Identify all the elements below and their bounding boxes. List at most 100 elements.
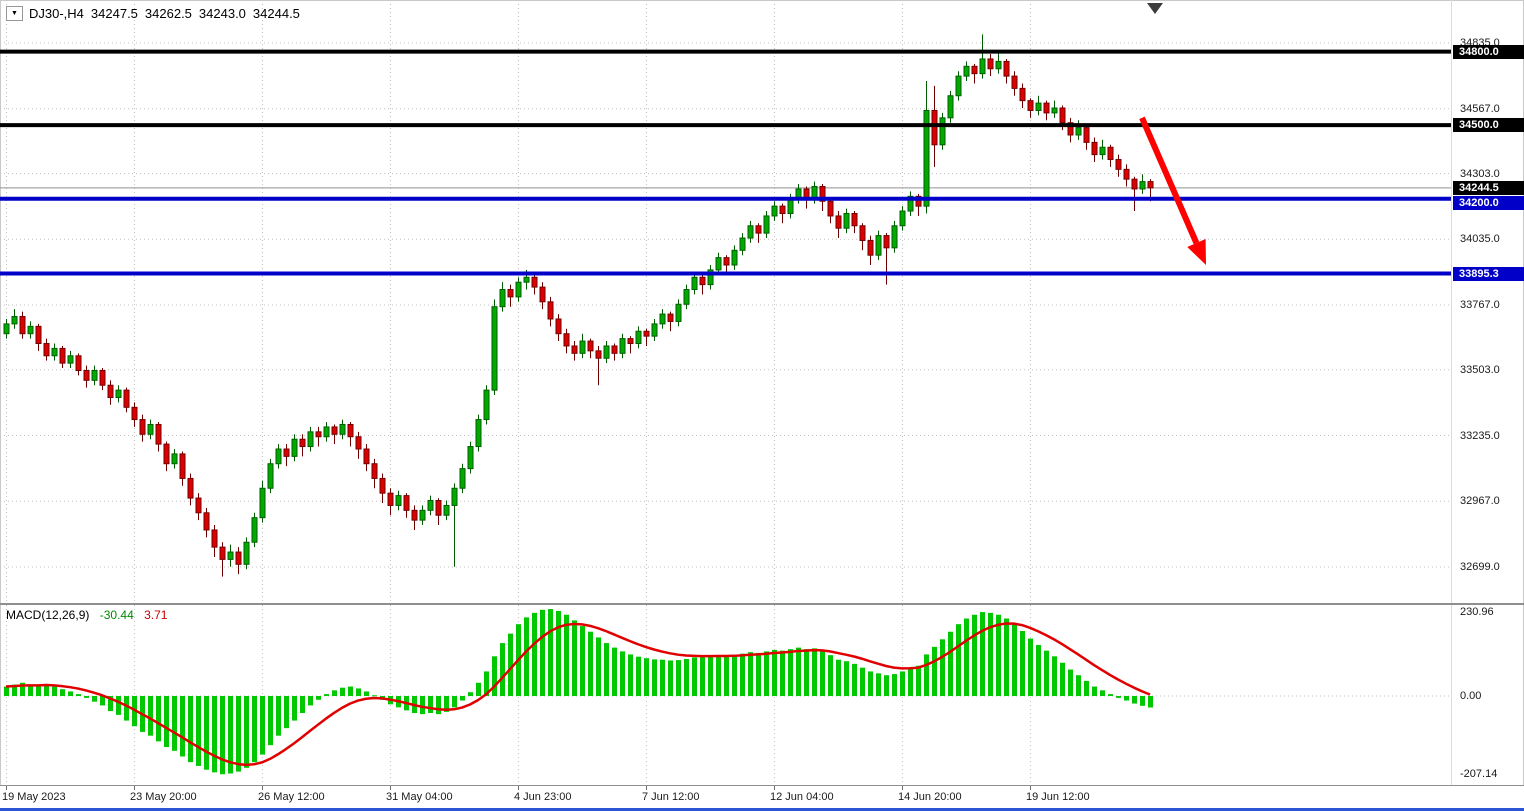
macd-histogram-bar [116,696,121,715]
macd-histogram-bar [308,696,313,706]
macd-histogram-bar [804,649,809,696]
candle-up [579,340,586,354]
candle-up [491,306,498,391]
candle-up [603,345,610,359]
macd-histogram-bar [4,686,9,696]
macd-histogram-bar [900,671,905,696]
trend-arrow-shaft[interactable] [1139,116,1200,245]
macd-main-value: -30.44 [99,608,134,622]
candle-down [219,546,226,560]
candle-down [411,509,418,521]
macd-histogram-bar [204,696,209,770]
macd-histogram-bar [292,696,297,721]
macd-histogram-bar [628,654,633,696]
macd-histogram-bar [332,690,337,696]
trend-arrow-head[interactable] [1187,239,1206,266]
candle-down [99,370,106,386]
time-tick [390,786,391,790]
candle-up [875,235,882,256]
candle-down [1083,127,1090,143]
candle-up [395,495,402,506]
dropdown-arrow-icon: ▼ [11,10,18,17]
time-tick [646,786,647,790]
candle-down [83,370,90,381]
candle-up [51,347,58,357]
macd-histogram-bar [476,682,481,696]
time-label: 23 May 20:00 [130,791,197,803]
candle-up [635,330,642,345]
candle-up [955,75,962,97]
macd-histogram-bar [1036,644,1041,696]
candle-down [331,426,338,435]
candle-down [1107,146,1114,161]
symbol-dropdown-button[interactable]: ▼ [6,6,23,21]
candle-up [947,95,954,119]
macd-histogram-bar [1052,656,1057,696]
price-tag-33895.3: 33895.3 [1453,266,1524,281]
candle-down [755,225,762,234]
candle-down [667,313,674,322]
candle-up [275,448,282,465]
macd-histogram-bar [436,696,441,715]
macd-canvas[interactable] [0,605,1451,785]
macd-histogram-bar [748,652,753,696]
macd-histogram-bar [76,694,81,696]
candle-down [851,212,858,227]
macd-histogram-bar [620,651,625,696]
candle-up [691,276,698,291]
candle-up [659,313,666,325]
candle-down [1091,141,1098,156]
candle-down [859,225,866,241]
macd-histogram-bar [684,658,689,696]
candle-up [731,249,738,266]
candle-up [267,463,274,489]
macd-histogram-bar [1140,696,1145,706]
candle-down [507,289,514,298]
candle-up [11,316,18,325]
candle-down [379,477,386,494]
candle-up [523,276,530,283]
time-tick [1030,786,1031,790]
candle-down [587,340,594,352]
chart-shift-marker-icon[interactable] [1146,2,1166,16]
macd-histogram-bar [1132,696,1137,704]
time-label: 12 Jun 04:00 [770,791,834,803]
price-tick-label: 33503.0 [1460,363,1500,376]
macd-histogram-bar [28,684,33,696]
candle-down [1059,107,1066,124]
macd-histogram-bar [260,696,265,755]
candle-down [539,286,546,303]
candle-down [19,316,26,335]
candle-down [299,438,306,448]
macd-histogram-bar [484,671,489,696]
macd-histogram-bar [1100,690,1105,696]
candle-down [915,195,922,207]
price-tick-label: 33767.0 [1460,299,1500,311]
candle-up [323,426,330,438]
macd-histogram-bar [940,639,945,696]
candle-down [315,431,322,438]
macd-histogram-bar [652,659,657,696]
macd-histogram-bar [508,633,513,696]
macd-histogram-bar [452,696,457,708]
price-axis[interactable]: 34835.0 34567.0 34303.0 34035.0 33767.0 33503… [1451,0,1524,603]
macd-histogram-bar [980,612,985,696]
macd-histogram-bar [372,695,377,697]
macd-histogram-bar [588,631,593,696]
candle-down [235,551,242,565]
candle-down [179,453,186,479]
macd-histogram-bar [756,652,761,696]
price-chart-canvas[interactable] [0,0,1451,603]
panel-splitter[interactable] [0,603,1524,605]
macd-histogram-bar [468,692,473,696]
macd-histogram-bar [932,646,937,696]
candle-down [1147,181,1154,189]
open-value: 34247.5 [90,6,138,21]
macd-signal-line [5,622,1151,767]
macd-histogram-bar [820,651,825,696]
candle-up [651,323,658,337]
price-tick-label: 32699.0 [1460,561,1500,573]
macd-histogram-bar [108,696,113,712]
time-axis[interactable]: 19 May 2023 23 May 20:00 26 May 12:00 31 Ma… [0,785,1524,808]
candle-down [139,419,146,435]
